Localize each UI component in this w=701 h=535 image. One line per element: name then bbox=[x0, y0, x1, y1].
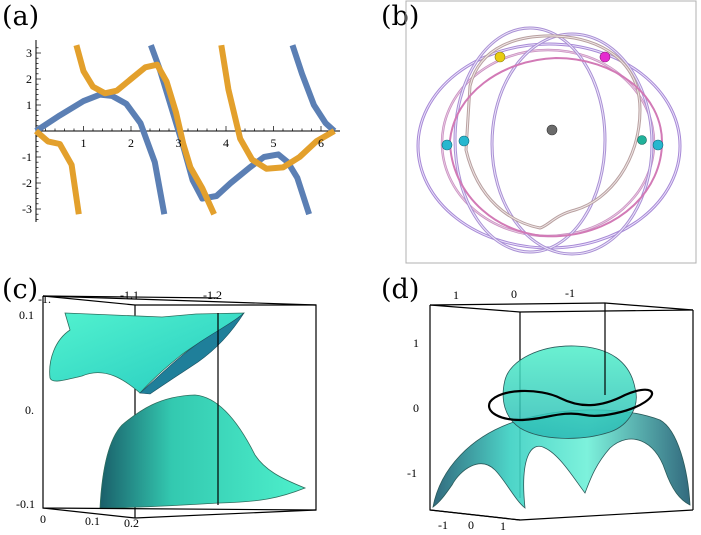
y-tick-label: 1 bbox=[26, 98, 32, 112]
orbit-plot-b bbox=[405, 0, 697, 264]
orbit-ring bbox=[465, 35, 641, 229]
c-bottom-tick: 0 bbox=[40, 512, 46, 526]
series-blue-line bbox=[289, 44, 337, 134]
ball-cyan bbox=[652, 139, 664, 151]
box-edge bbox=[604, 302, 694, 311]
orbit-ring bbox=[416, 42, 682, 250]
d-top-tick: 0 bbox=[511, 287, 517, 301]
line-chart-a: 1 2 3 4 5 6 3 2 1 -1 -2 -3 bbox=[22, 40, 340, 222]
orbit-ring bbox=[491, 33, 653, 255]
d-top-tick: 1 bbox=[453, 288, 459, 302]
series-orange-line bbox=[218, 44, 336, 172]
d-bottom-tick: 1 bbox=[500, 519, 506, 533]
panel-label-b: (b) bbox=[381, 1, 420, 32]
d-bottom-tick: 0 bbox=[468, 518, 474, 532]
c-bottom-tick: 0.1 bbox=[85, 514, 100, 528]
c-left-tick: -0.1 bbox=[16, 497, 35, 511]
series-blue-line bbox=[34, 91, 168, 215]
nodal-loop bbox=[487, 388, 653, 422]
d-left-tick: -1 bbox=[407, 466, 417, 480]
panel-label-d: (d) bbox=[381, 274, 420, 305]
d-top-tick: -1 bbox=[565, 286, 575, 300]
series-blue-line bbox=[148, 44, 312, 216]
panel-label-a: (a) bbox=[2, 1, 40, 32]
d-left-tick: 0 bbox=[413, 401, 419, 415]
y-tick-label: -2 bbox=[22, 176, 32, 190]
surface-plot-c: -1. -1.1 -1.2 0.1 0. -0.1 0 0.1 0.2 bbox=[16, 288, 317, 530]
surface-upper bbox=[49, 312, 246, 394]
series-orange-line bbox=[73, 44, 217, 216]
surface-dome bbox=[502, 345, 637, 439]
box-edge bbox=[42, 295, 219, 299]
box-edge bbox=[429, 304, 521, 313]
x-tick-label: 6 bbox=[318, 136, 324, 150]
ball-cyan bbox=[458, 135, 470, 147]
surface-lower bbox=[99, 394, 307, 509]
x-tick-label: 5 bbox=[271, 136, 277, 150]
x-tick-label: 1 bbox=[81, 136, 87, 150]
ball-yellow bbox=[494, 51, 506, 63]
box-edge bbox=[42, 507, 136, 519]
orbit-ring bbox=[454, 27, 606, 253]
y-tick-label: 2 bbox=[26, 72, 32, 86]
surface-plot-d: 1 0 -1 1 0 -1 -1 0 1 bbox=[407, 286, 694, 533]
y-tick-label: 3 bbox=[26, 46, 32, 60]
plot-b-frame bbox=[405, 0, 697, 264]
box-edge bbox=[519, 509, 694, 521]
d-left-tick: 1 bbox=[413, 336, 419, 350]
box-edge bbox=[429, 302, 606, 306]
ball-center bbox=[546, 124, 558, 136]
box-edge bbox=[429, 509, 521, 521]
ball-cyan bbox=[441, 139, 453, 151]
c-top-tick: -1. bbox=[38, 292, 51, 306]
x-tick-label: 2 bbox=[128, 136, 134, 150]
ball-magenta bbox=[599, 51, 611, 63]
ball-teal bbox=[637, 135, 647, 145]
y-tick-label: -3 bbox=[22, 202, 32, 216]
panel-label-c: (c) bbox=[2, 274, 39, 305]
box-edge bbox=[42, 295, 136, 306]
c-bottom-tick: 0.2 bbox=[124, 516, 139, 530]
x-tick-label: 3 bbox=[176, 136, 182, 150]
c-top-tick: -1.1 bbox=[120, 288, 139, 302]
box-edge bbox=[134, 509, 317, 519]
c-top-tick: -1.2 bbox=[203, 288, 222, 302]
y-tick-label: -1 bbox=[22, 150, 32, 164]
box-edge bbox=[519, 309, 694, 313]
series-orange-line bbox=[34, 128, 82, 215]
x-tick-label: 4 bbox=[223, 136, 229, 150]
d-bottom-tick: -1 bbox=[438, 518, 448, 532]
c-left-tick: 0.1 bbox=[19, 308, 34, 322]
c-left-tick: 0. bbox=[25, 403, 34, 417]
